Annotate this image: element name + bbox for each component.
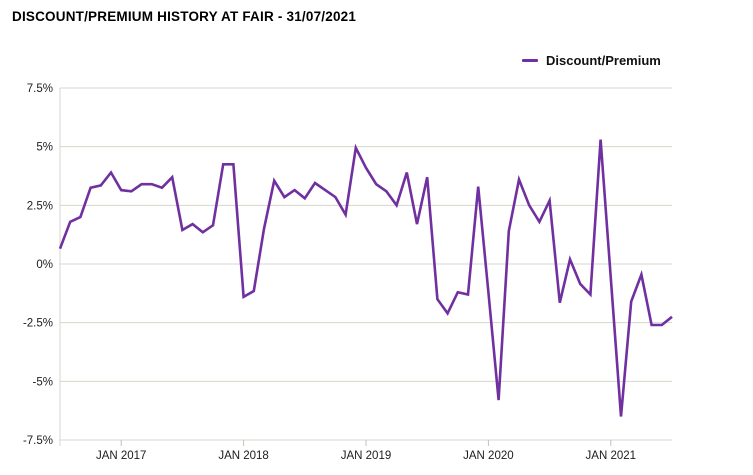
x-tick-label: JAN 2017 bbox=[96, 450, 147, 462]
y-tick-label: 0% bbox=[36, 259, 53, 271]
y-tick-label: 2.5% bbox=[27, 200, 53, 212]
x-tick-label: JAN 2020 bbox=[463, 450, 514, 462]
y-tick-label: 5% bbox=[36, 142, 53, 154]
legend: Discount/Premium bbox=[522, 53, 661, 68]
y-tick-label: -2.5% bbox=[23, 318, 53, 330]
discount-premium-line bbox=[58, 139, 673, 417]
x-tick-label: JAN 2021 bbox=[586, 450, 637, 462]
page-title: DISCOUNT/PREMIUM HISTORY AT FAIR - 31/07… bbox=[12, 9, 357, 24]
legend-label: Discount/Premium bbox=[546, 53, 661, 68]
y-tick-label: -7.5% bbox=[23, 435, 53, 447]
x-tick-label: JAN 2018 bbox=[218, 450, 269, 462]
y-tick-label: -5% bbox=[33, 376, 53, 388]
x-tick-label: JAN 2019 bbox=[341, 450, 392, 462]
legend-line-icon bbox=[522, 59, 538, 62]
y-tick-label: 7.5% bbox=[27, 83, 53, 95]
